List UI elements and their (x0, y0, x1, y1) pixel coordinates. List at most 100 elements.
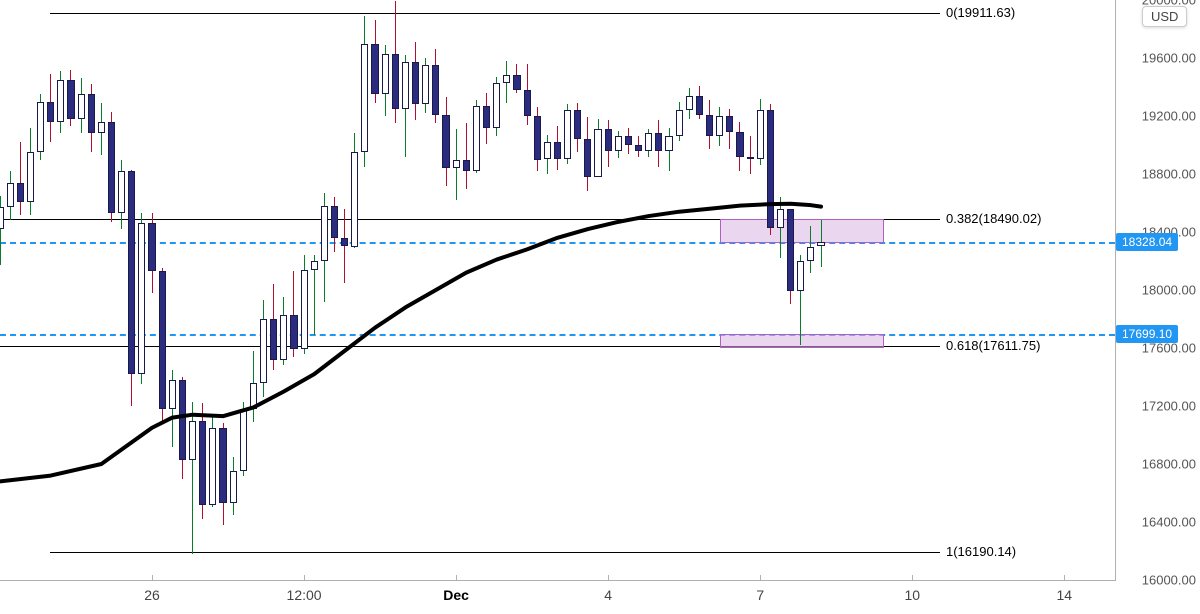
candle-body[interactable] (361, 44, 368, 153)
candle-body[interactable] (665, 136, 672, 151)
candle-body[interactable] (635, 145, 642, 151)
candle-body[interactable] (797, 261, 804, 291)
candle-body[interactable] (777, 209, 784, 228)
candle-body[interactable] (442, 115, 449, 169)
candle-body[interactable] (615, 136, 622, 151)
candle-body[interactable] (128, 171, 135, 374)
candle-body[interactable] (148, 223, 155, 271)
candle-body[interactable] (736, 132, 743, 157)
candle-body[interactable] (108, 122, 115, 213)
candle-body[interactable] (270, 319, 277, 360)
candle-body[interactable] (169, 380, 176, 409)
candle-body[interactable] (230, 471, 237, 503)
candle-body[interactable] (696, 96, 703, 115)
chart-plot[interactable]: 0(19911.63)0.382(18490.02)0.618(17611.75… (0, 0, 1116, 581)
candle-body[interactable] (584, 139, 591, 177)
candle-body[interactable] (655, 133, 662, 150)
candle-body[interactable] (88, 94, 95, 133)
candle-body[interactable] (787, 209, 794, 292)
moving-average-line (0, 0, 1115, 580)
fib-line[interactable] (50, 552, 940, 553)
candle-body[interactable] (513, 75, 520, 90)
y-tick-label: 16800.00 (1116, 457, 1200, 472)
candle-body[interactable] (625, 136, 632, 145)
y-tick-label: 18000.00 (1116, 283, 1200, 298)
fib-label: 0.618(17611.75) (946, 338, 1040, 353)
candle-body[interactable] (605, 129, 612, 151)
candle-body[interactable] (463, 160, 470, 172)
candle-body[interactable] (594, 129, 601, 177)
candle-body[interactable] (473, 106, 480, 171)
candle-body[interactable] (240, 409, 247, 471)
candle-body[interactable] (67, 80, 74, 119)
candle-body[interactable] (493, 83, 500, 128)
candle-body[interactable] (37, 102, 44, 153)
y-tick-label: 17200.00 (1116, 399, 1200, 414)
y-axis: 16000.0016400.0016800.0017200.0017600.00… (1116, 0, 1200, 580)
x-tick-label: 4 (604, 587, 612, 603)
candle-body[interactable] (159, 271, 166, 409)
candle-body[interactable] (189, 421, 196, 460)
candle-body[interactable] (57, 80, 64, 122)
candle-body[interactable] (27, 152, 34, 201)
candle-body[interactable] (341, 238, 348, 247)
candle-body[interactable] (209, 428, 216, 505)
price-line (0, 242, 1115, 244)
candle-body[interactable] (78, 94, 85, 119)
fib-line[interactable] (50, 13, 940, 14)
candle-body[interactable] (422, 65, 429, 104)
candle-body[interactable] (301, 270, 308, 350)
candle-body[interactable] (534, 116, 541, 160)
candle-body[interactable] (199, 421, 206, 505)
candle-body[interactable] (726, 116, 733, 132)
candle-body[interactable] (351, 152, 358, 246)
currency-badge[interactable]: USD (1142, 6, 1187, 27)
candle-body[interactable] (219, 428, 226, 503)
price-badge: 17699.10 (1116, 325, 1178, 343)
candle-body[interactable] (817, 242, 824, 246)
candle-body[interactable] (290, 315, 297, 350)
candle-body[interactable] (118, 171, 125, 213)
price-zone[interactable] (720, 219, 884, 243)
candle-body[interactable] (645, 133, 652, 150)
candle-body[interactable] (503, 75, 510, 82)
candle-body[interactable] (280, 315, 287, 360)
candle-body[interactable] (554, 142, 561, 159)
candle-body[interactable] (574, 110, 581, 139)
candle-wick (466, 123, 467, 188)
candle-body[interactable] (260, 319, 267, 383)
candle-body[interactable] (767, 110, 774, 227)
candle-body[interactable] (544, 142, 551, 159)
candle-body[interactable] (321, 206, 328, 261)
candle-body[interactable] (0, 207, 4, 229)
candle-body[interactable] (250, 383, 257, 409)
candle-body[interactable] (412, 62, 419, 104)
candle-body[interactable] (807, 247, 814, 262)
candle-body[interactable] (17, 183, 24, 202)
candle-body[interactable] (716, 116, 723, 136)
candle-body[interactable] (179, 380, 186, 460)
candle-body[interactable] (524, 90, 531, 116)
candle-body[interactable] (7, 183, 14, 208)
candle-body[interactable] (483, 106, 490, 128)
x-tick-label: 12:00 (287, 587, 322, 603)
candle-body[interactable] (757, 110, 764, 159)
candle-body[interactable] (392, 54, 399, 109)
candle-body[interactable] (706, 115, 713, 137)
price-zone[interactable] (720, 334, 884, 349)
candle-body[interactable] (747, 157, 754, 160)
candle-body[interactable] (138, 223, 145, 374)
candle-body[interactable] (564, 110, 571, 159)
candle-body[interactable] (453, 160, 460, 169)
candle-body[interactable] (686, 96, 693, 111)
candle-body[interactable] (382, 54, 389, 95)
candle-body[interactable] (432, 65, 439, 114)
candle-body[interactable] (402, 62, 409, 108)
candle-body[interactable] (98, 122, 105, 134)
candle-body[interactable] (676, 110, 683, 136)
candle-body[interactable] (47, 102, 54, 122)
candle-body[interactable] (331, 206, 338, 238)
candle-body[interactable] (371, 44, 378, 95)
candle-body[interactable] (311, 261, 318, 270)
y-tick-label: 18800.00 (1116, 167, 1200, 182)
